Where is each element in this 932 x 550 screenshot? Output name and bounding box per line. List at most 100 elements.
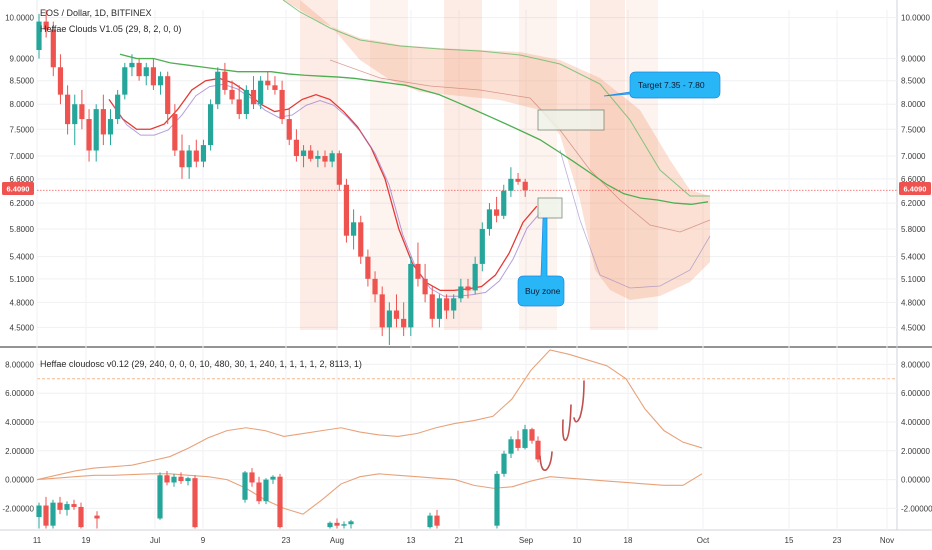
osc-candle-body — [157, 475, 163, 519]
osc-candle — [256, 476, 262, 505]
price-tick-left: 8.5000 — [10, 77, 35, 86]
candle-body — [343, 184, 350, 236]
buy-callout-shape — [517, 217, 565, 307]
price-tick-left: 9.0000 — [10, 55, 35, 64]
buy-zone-box[interactable] — [537, 197, 563, 219]
price-tick-right: 5.1000 — [901, 275, 926, 284]
candle-body — [179, 150, 185, 168]
osc-candle — [242, 470, 248, 503]
price-candle — [494, 196, 500, 223]
symbol-title: EOS / Dollar, 1D, BITFINEX — [40, 8, 152, 18]
osc-candle — [522, 424, 528, 450]
last-price-right: 6.4090 — [899, 182, 931, 195]
osc-candle — [64, 501, 70, 516]
osc-candle — [185, 476, 191, 486]
price-tick-right: 10.0000 — [901, 14, 930, 23]
osc-candle-body — [263, 479, 269, 502]
candle-body — [458, 286, 464, 299]
price-tick-right: 7.5000 — [901, 125, 926, 134]
osc-tick-right: -2.00000 — [901, 504, 932, 513]
osc-candle — [94, 511, 100, 529]
price-tick-left: 6.2000 — [10, 199, 35, 208]
candle-body — [415, 263, 421, 279]
candle-body — [122, 67, 128, 95]
price-tick-left: 5.4000 — [10, 253, 35, 262]
price-tick-left: 6.6000 — [10, 175, 35, 184]
osc-candle-body — [427, 515, 433, 528]
osc-candle-body — [327, 522, 333, 528]
time-tick-label: 23 — [282, 536, 291, 545]
price-axes: 10.0000 10.0000 9.0000 9.0000 8.5000 8.5000 8.… — [2, 14, 932, 514]
time-tick-label: Jul — [150, 536, 160, 545]
price-candle — [86, 109, 92, 162]
candle-body — [172, 114, 178, 151]
osc-candle-body — [249, 472, 255, 483]
osc-candle-body — [171, 476, 177, 483]
price-candle — [329, 150, 335, 168]
candle-body — [329, 153, 335, 162]
purple-moving-average — [112, 83, 542, 297]
price-tick-right: 5.4000 — [901, 253, 926, 262]
candle-body — [300, 150, 307, 157]
time-tick-label: Oct — [697, 536, 710, 545]
buy-callout[interactable]: Buy zone — [517, 217, 565, 307]
price-candle — [272, 76, 278, 95]
cloud-band — [626, 0, 658, 330]
osc-candle-body — [434, 515, 440, 526]
target-label: Target 7.35 - 7.80 — [638, 80, 705, 90]
candle-body — [336, 153, 342, 185]
candle-body — [50, 29, 56, 68]
price-candle — [36, 13, 42, 59]
candle-body — [215, 71, 221, 105]
price-candle — [57, 54, 64, 105]
price-candle — [351, 209, 357, 250]
price-candle — [508, 167, 514, 197]
time-tick-label: 19 — [82, 536, 91, 545]
osc-candle — [327, 521, 333, 529]
candle-body — [265, 80, 271, 86]
price-candle — [286, 109, 292, 146]
price-tick-left: 5.8000 — [10, 225, 35, 234]
osc-candle — [71, 499, 77, 510]
osc-candle-body — [270, 476, 276, 480]
price-candle — [429, 286, 435, 328]
target-callout[interactable]: Target 7.35 - 7.80 — [603, 71, 721, 99]
osc-candle — [427, 512, 433, 529]
osc-candle-body — [529, 429, 535, 441]
price-candle — [150, 58, 156, 90]
price-candle — [79, 89, 85, 130]
candle-body — [100, 109, 106, 135]
price-candle — [486, 203, 493, 236]
osc-candle-body — [192, 478, 198, 528]
price-tick-right: 7.0000 — [901, 152, 926, 161]
osc-candle-body — [334, 522, 340, 526]
osc-tick-right: 8.00000 — [901, 360, 930, 369]
squiggle-1 — [539, 451, 553, 472]
hand-drawn-marks — [539, 380, 585, 472]
time-tick-label: Nov — [880, 536, 894, 545]
osc-upper-band — [36, 349, 703, 481]
candle-body — [86, 119, 92, 151]
price-candle — [93, 104, 99, 162]
price-candle — [236, 85, 242, 120]
buy-label: Buy zone — [525, 286, 561, 296]
candle-body — [250, 89, 257, 105]
candle-body — [429, 294, 435, 319]
price-candle — [336, 150, 342, 191]
candle-body — [136, 62, 142, 77]
target-zone-box[interactable] — [537, 109, 605, 131]
candle-body — [308, 150, 314, 159]
price-candle — [451, 294, 457, 319]
osc-candle — [50, 499, 56, 529]
candle-body — [93, 109, 99, 151]
candle-body — [279, 89, 285, 120]
candle-body — [165, 76, 171, 115]
osc-tick-right: 4.00000 — [901, 418, 930, 427]
price-candle — [465, 278, 471, 299]
price-candle — [372, 271, 378, 303]
price-candle — [43, 10, 49, 38]
oscillator-pane — [36, 349, 703, 529]
candle-body — [443, 298, 450, 311]
